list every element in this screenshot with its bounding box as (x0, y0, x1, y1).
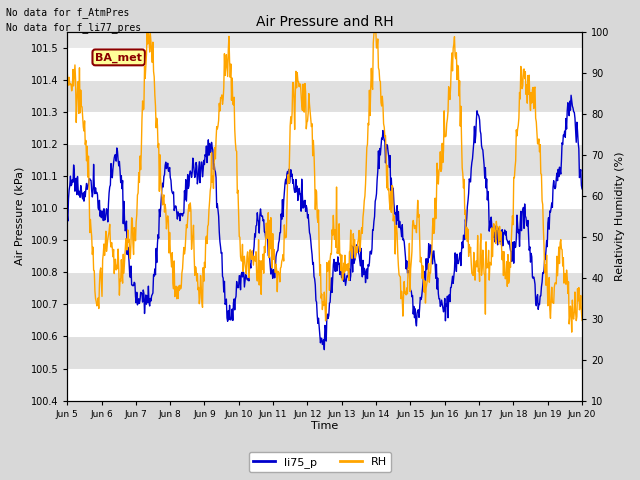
Y-axis label: Air Pressure (kPa): Air Pressure (kPa) (15, 167, 25, 265)
Bar (67, 336, 582, 369)
Bar (67, 208, 582, 240)
Bar (67, 48, 582, 80)
Text: No data for f_li77_pres: No data for f_li77_pres (6, 22, 141, 33)
Bar (67, 369, 582, 401)
Y-axis label: Relativity Humidity (%): Relativity Humidity (%) (615, 151, 625, 281)
X-axis label: Time: Time (311, 421, 339, 432)
Title: Air Pressure and RH: Air Pressure and RH (256, 15, 394, 29)
Text: No data for f_AtmPres: No data for f_AtmPres (6, 7, 130, 18)
Bar (67, 272, 582, 304)
Bar (67, 112, 582, 144)
Bar (67, 80, 582, 112)
Bar (67, 304, 582, 336)
Text: BA_met: BA_met (95, 52, 142, 62)
Legend: li75_p, RH: li75_p, RH (249, 452, 391, 472)
Bar (67, 144, 582, 176)
Bar (67, 240, 582, 272)
Bar (67, 176, 582, 208)
